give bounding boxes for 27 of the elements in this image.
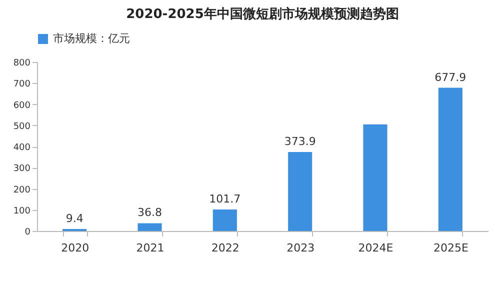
bar bbox=[138, 223, 162, 231]
x-tick-label: 2022 bbox=[211, 242, 240, 254]
data-label: 36.8 bbox=[138, 206, 162, 220]
data-label: 373.9 bbox=[284, 135, 316, 148]
y-tick-label: 600 bbox=[13, 100, 31, 111]
y-tick-label: 800 bbox=[13, 58, 31, 68]
y-tick-label: 0 bbox=[24, 228, 31, 238]
y-tick-label: 200 bbox=[13, 185, 31, 196]
data-label: 9.4 bbox=[66, 212, 84, 226]
y-tick-label: 700 bbox=[13, 80, 31, 90]
y-tick-label: 500 bbox=[13, 122, 31, 132]
bar bbox=[288, 152, 312, 231]
x-tick-label: 2020 bbox=[61, 242, 90, 254]
data-label: 101.7 bbox=[209, 192, 241, 206]
y-tick-label: 100 bbox=[13, 206, 31, 216]
y-tick-label: 400 bbox=[13, 143, 31, 153]
x-tick-label: 2021 bbox=[136, 242, 164, 254]
data-label: 677.9 bbox=[434, 70, 466, 84]
bar bbox=[438, 88, 462, 231]
bar bbox=[363, 124, 388, 231]
x-tick-label: 2023 bbox=[286, 242, 315, 254]
x-tick-label: 2025E bbox=[433, 242, 468, 254]
legend-label: 市场规模：亿元 bbox=[53, 32, 130, 45]
chart-title: 2020-2025年中国微短剧市场规模预测趋势图 bbox=[126, 6, 399, 22]
bar bbox=[212, 210, 237, 231]
y-tick-label: 300 bbox=[13, 164, 31, 174]
x-tick-label: 2024E bbox=[358, 242, 394, 254]
